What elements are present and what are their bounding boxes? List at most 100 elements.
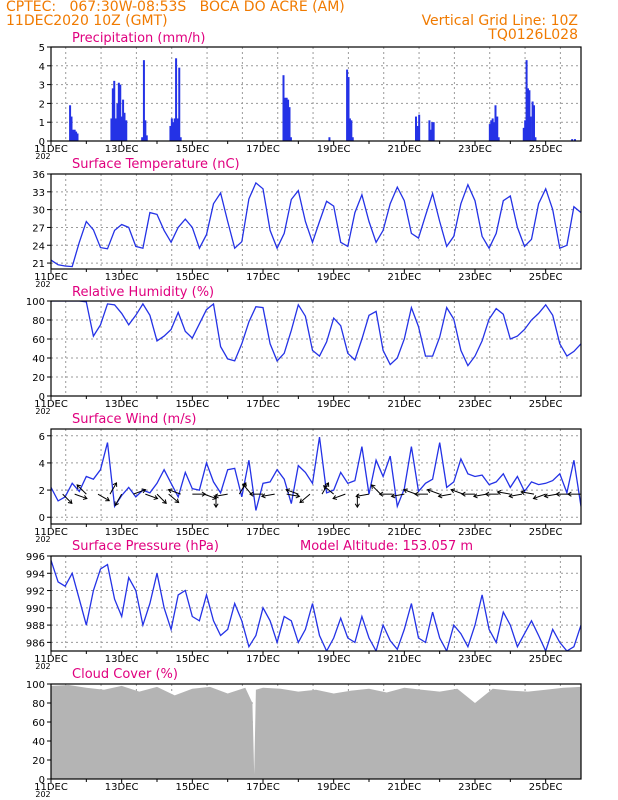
wind-vector (521, 491, 535, 495)
precip-bar (178, 67, 181, 141)
y-tick-label: 30 (32, 206, 45, 217)
y-tick-label: 100 (26, 297, 45, 308)
precip-bar (289, 137, 292, 141)
pressure-panel: 986 988 990 992 994 996 11DEC 13DEC 15DEC 17DEC 19… (26, 539, 582, 671)
wind-arrowhead (472, 493, 478, 499)
precip-bar (123, 112, 126, 141)
year-fragment: 202 (35, 280, 50, 289)
wind-vector (203, 493, 217, 500)
precip-bar (432, 122, 435, 141)
y-tick-label: 988 (26, 621, 45, 632)
x-tick-label: 11DEC (34, 654, 68, 665)
precip-bar (119, 84, 122, 141)
wind-arrowhead (242, 483, 247, 489)
x-tick-label: 13DEC (105, 782, 139, 793)
wind-arrowhead (426, 488, 432, 494)
wind-arrowhead (508, 493, 514, 499)
wind-title: Surface Wind (m/s) (72, 412, 196, 427)
precip-bar (170, 118, 173, 141)
wind-arrowhead (67, 499, 73, 504)
wind-arrowhead (555, 491, 560, 497)
wind-vector (321, 482, 329, 495)
wind-arrowhead (450, 488, 456, 494)
temp-title: Surface Temperature (nC) (72, 157, 240, 172)
precip-frame (50, 46, 582, 142)
precip-bar (122, 99, 125, 141)
wind-arrowhead (213, 503, 219, 509)
year-fragment: 202 (35, 152, 50, 161)
wind-vector (261, 493, 275, 497)
x-tick-label: 21DEC (387, 144, 421, 155)
wind-vector (286, 493, 300, 497)
precip-bar (282, 75, 285, 141)
precip-bar (72, 129, 75, 141)
wind-vector (242, 483, 252, 495)
wind-arrowhead (285, 488, 291, 494)
precip-bar (175, 58, 178, 141)
cloud-frame (50, 683, 582, 780)
wind-arrowhead (82, 495, 88, 500)
wind-arrowhead (213, 493, 219, 499)
wind-arrowhead (141, 488, 147, 494)
precip-bar (529, 116, 532, 141)
wind-vector (544, 493, 558, 497)
wind-vector (145, 493, 158, 500)
x-tick-label: 23DEC (458, 654, 492, 665)
wind-arrowhead (567, 491, 572, 497)
pressure-title: Surface Pressure (hPa) (72, 539, 219, 554)
precip-bar (491, 118, 494, 141)
precip-bar (328, 137, 331, 141)
x-tick-label: 25DEC (529, 654, 563, 665)
x-tick-label: 19DEC (317, 654, 351, 665)
wind-arrowhead (260, 493, 266, 499)
y-tick-label: 5 (39, 43, 45, 54)
y-tick-label: 2 (39, 486, 45, 497)
precip-bar (287, 99, 290, 141)
wind-arrowhead (520, 489, 526, 495)
wind-arrowhead (532, 495, 538, 500)
y-tick-label: 992 (26, 587, 45, 598)
precip-bar (496, 116, 499, 141)
wind-arrowhead (324, 482, 330, 487)
rh-panel: 0 20 40 60 80 100 11DEC 13DEC 15DEC 17DEC 19DEC 21D… (26, 285, 582, 416)
x-tick-label: 15DEC (175, 654, 209, 665)
precip-bar (348, 118, 351, 141)
wind-vector (156, 493, 167, 504)
precip-bar (488, 124, 491, 141)
x-tick-label: 13DEC (105, 272, 139, 283)
precip-bar (431, 122, 434, 141)
precip-bar (116, 103, 119, 141)
wind-arrowhead (105, 496, 111, 502)
y-tick-label: 21 (32, 259, 45, 270)
wind-arrowhead (437, 493, 443, 499)
wind-vector (97, 493, 110, 502)
rh-title: Relative Humidity (%) (72, 285, 214, 300)
x-tick-label: 13DEC (105, 654, 139, 665)
wind-vector (285, 489, 299, 495)
wind-arrowhead (543, 493, 549, 499)
x-tick-label: 25DEC (529, 144, 563, 155)
precip-bar (70, 116, 73, 141)
wind-arrowhead (461, 491, 466, 497)
y-tick-label: 60 (32, 335, 45, 346)
precip-bar (428, 120, 431, 141)
wind-vector (168, 489, 181, 495)
x-tick-label: 23DEC (458, 527, 492, 538)
wind-arrowhead (496, 489, 502, 495)
model-altitude: Model Altitude: 153.057 m (300, 539, 473, 554)
x-tick-label: 21DEC (387, 399, 421, 410)
wind-panel: 0 2 4 6 11DEC 13DEC 15DEC 17DEC 19DEC 21DEC 23DEC 2… (34, 412, 582, 544)
y-tick-label: 6 (39, 432, 45, 443)
x-tick-label: 11DEC (34, 144, 68, 155)
precip-bar (346, 69, 349, 141)
wind-arrowhead (167, 488, 173, 494)
wind-vector (62, 493, 73, 504)
wind-arrowhead (162, 499, 167, 504)
y-tick-label: 0 (39, 392, 45, 403)
wind-line (51, 437, 581, 511)
x-tick-label: 21DEC (387, 654, 421, 665)
precip-bar (350, 120, 353, 141)
y-tick-label: 0 (39, 775, 45, 786)
wind-vector (403, 489, 417, 495)
